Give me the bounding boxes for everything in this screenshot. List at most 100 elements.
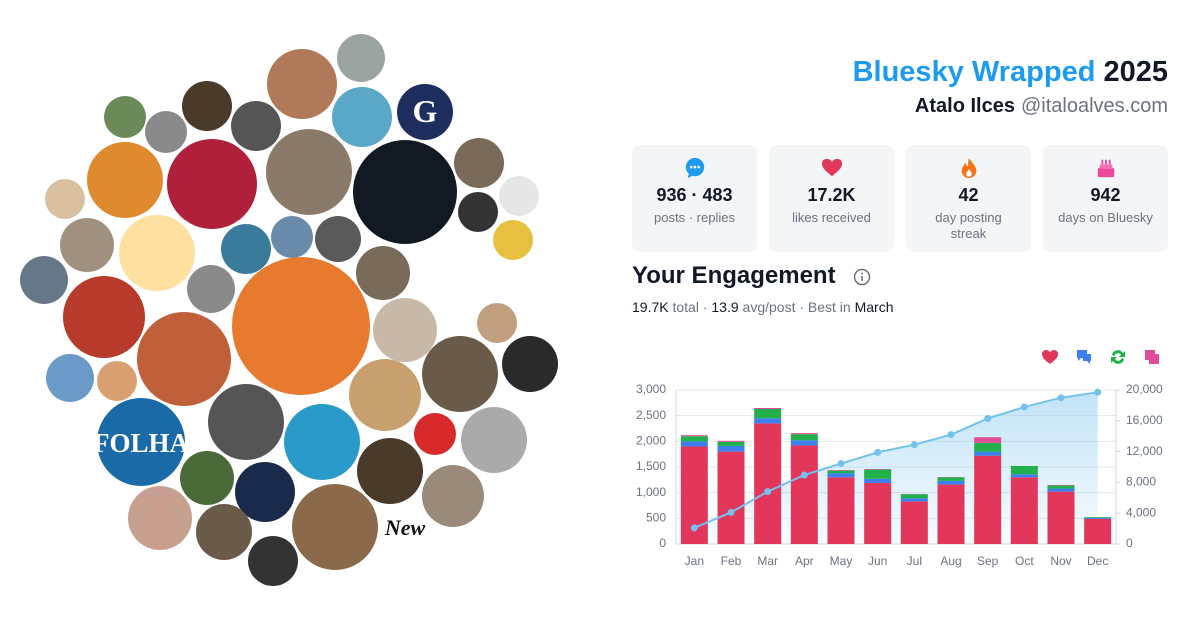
avatar[interactable] xyxy=(353,140,457,244)
avatar[interactable] xyxy=(315,216,361,262)
avatar[interactable] xyxy=(87,142,163,218)
avatar[interactable] xyxy=(502,336,558,392)
avatar[interactable] xyxy=(267,49,337,119)
avatar[interactable] xyxy=(284,404,360,480)
x-tick-label: Jan xyxy=(685,554,704,568)
bar-segment xyxy=(717,441,745,446)
avatar[interactable] xyxy=(196,504,252,560)
avatar-logo: New xyxy=(384,515,426,540)
avatar[interactable] xyxy=(145,111,187,153)
avatar[interactable] xyxy=(292,484,378,570)
x-tick-label: Sep xyxy=(977,554,999,568)
avatar[interactable] xyxy=(167,139,257,229)
y2-tick-label: 4,000 xyxy=(1126,505,1156,519)
bar-segment xyxy=(900,498,928,502)
avatar[interactable] xyxy=(271,216,313,258)
bar-segment xyxy=(1084,517,1112,518)
avatar[interactable] xyxy=(373,298,437,362)
bar-segment xyxy=(717,445,745,452)
summary-part: 19.7K xyxy=(632,299,669,315)
legend-icon[interactable] xyxy=(1145,350,1159,364)
legend-icon[interactable] xyxy=(1111,350,1125,364)
stat-value: 17.2K xyxy=(807,185,856,205)
bar-segment xyxy=(790,445,818,544)
stat-card: 936 · 483 posts · replies xyxy=(632,145,757,252)
avatar[interactable] xyxy=(137,312,231,406)
x-tick-label: Aug xyxy=(940,554,961,568)
bar-segment xyxy=(1010,474,1038,478)
avatar[interactable] xyxy=(349,359,421,431)
avatar[interactable] xyxy=(232,257,370,395)
y-tick-label: 0 xyxy=(659,536,666,550)
y-tick-label: 3,000 xyxy=(636,382,666,396)
avatar[interactable] xyxy=(182,81,232,131)
avatar[interactable] xyxy=(63,276,145,358)
bar-segment xyxy=(937,477,965,481)
avatar[interactable] xyxy=(248,536,298,586)
avatar[interactable] xyxy=(414,413,456,455)
bar-segment xyxy=(864,469,892,470)
avatar[interactable] xyxy=(180,451,234,505)
bar-segment xyxy=(974,451,1002,456)
summary-part: 13.9 xyxy=(711,299,739,315)
legend-icon[interactable] xyxy=(1042,350,1058,364)
y2-tick-label: 8,000 xyxy=(1126,475,1156,489)
avatar[interactable] xyxy=(422,336,498,412)
x-tick-label: Apr xyxy=(795,554,814,568)
avatar[interactable] xyxy=(458,192,498,232)
avatar[interactable] xyxy=(337,34,385,82)
avatar[interactable] xyxy=(477,303,517,343)
avatar[interactable] xyxy=(187,265,235,313)
bar-segment xyxy=(827,470,855,474)
avatar[interactable] xyxy=(332,87,392,147)
bar-segment xyxy=(827,473,855,478)
info-icon[interactable] xyxy=(853,268,871,286)
icon-heart xyxy=(821,158,842,177)
avatar[interactable] xyxy=(454,138,504,188)
avatar[interactable] xyxy=(357,438,423,504)
avatar[interactable] xyxy=(499,176,539,216)
avatar[interactable] xyxy=(461,407,527,473)
avatar[interactable] xyxy=(422,465,484,527)
avatar[interactable] xyxy=(128,486,192,550)
avatar[interactable] xyxy=(221,224,271,274)
y-tick-label: 500 xyxy=(646,511,666,525)
avatar[interactable] xyxy=(397,84,453,140)
avatar[interactable] xyxy=(45,179,85,219)
avatar[interactable] xyxy=(20,256,68,304)
icon-cake xyxy=(1097,159,1114,178)
stat-value: 942 xyxy=(1090,185,1121,205)
line-point xyxy=(1094,388,1102,396)
avatar[interactable] xyxy=(97,398,185,486)
x-tick-label: Dec xyxy=(1087,554,1108,568)
stat-value: 936 · 483 xyxy=(656,185,733,205)
y2-tick-label: 12,000 xyxy=(1126,444,1163,458)
y-tick-label: 2,500 xyxy=(636,408,666,422)
avatar[interactable] xyxy=(208,384,284,460)
y-tick-label: 2,000 xyxy=(636,434,666,448)
bar-segment xyxy=(864,469,892,479)
legend-icon[interactable] xyxy=(1077,350,1091,364)
avatar[interactable] xyxy=(104,96,146,138)
bar-segment xyxy=(1047,485,1075,489)
avatar[interactable] xyxy=(97,361,137,401)
summary-part: total · xyxy=(672,299,708,315)
avatar[interactable] xyxy=(60,218,114,272)
bar-segment xyxy=(937,484,965,544)
avatar[interactable] xyxy=(493,220,533,260)
avatar[interactable] xyxy=(235,462,295,522)
x-tick-label: May xyxy=(830,554,853,568)
avatar[interactable] xyxy=(356,246,410,300)
x-tick-label: Oct xyxy=(1015,554,1034,568)
avatar-cloud: G FOLHA New xyxy=(20,34,558,586)
avatar[interactable] xyxy=(266,129,352,215)
summary: 19.7K total · 13.9 avg/post · Best in Ma… xyxy=(632,299,894,315)
user: Atalo Ilces @italoalves.com xyxy=(915,95,1168,118)
line-point xyxy=(947,431,955,439)
bar-segment xyxy=(1010,477,1038,544)
avatar[interactable] xyxy=(231,101,281,151)
avatar[interactable] xyxy=(119,215,195,291)
avatar[interactable] xyxy=(46,354,94,402)
bar-segment xyxy=(754,418,782,424)
icon-chat xyxy=(685,157,704,179)
